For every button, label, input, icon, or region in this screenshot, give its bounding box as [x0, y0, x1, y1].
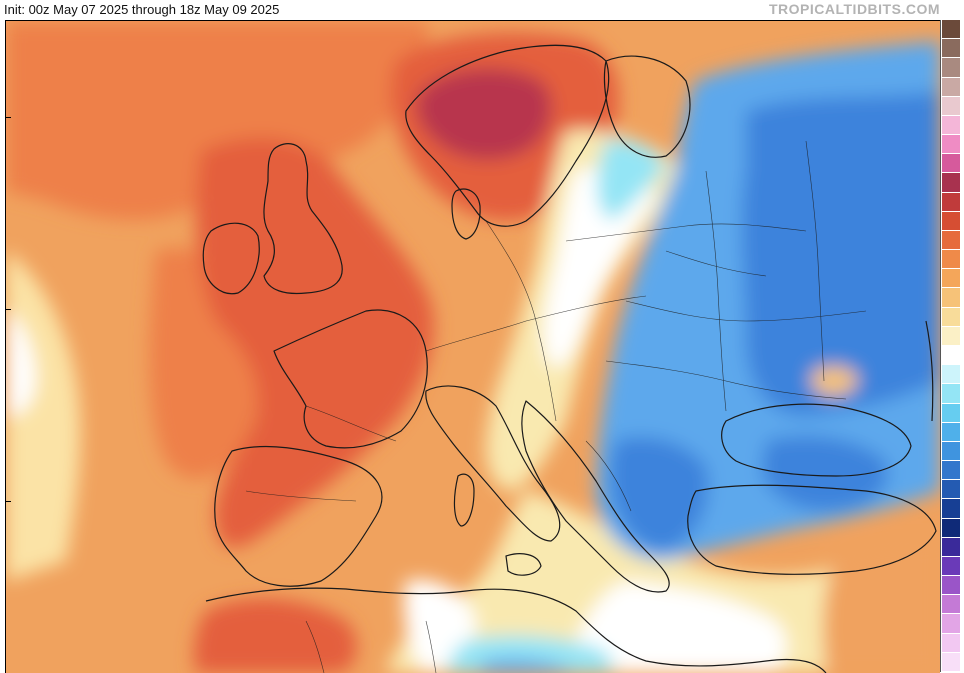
color-scale-swatch: [942, 135, 960, 155]
color-scale-swatch: [942, 633, 960, 653]
border-line: [705, 170, 727, 412]
border-line: [305, 620, 325, 673]
cyan-fringe: [596, 139, 666, 221]
color-scale-swatch: [942, 422, 960, 442]
turkey-coast: [687, 484, 937, 575]
white-west-atlantic: [6, 311, 36, 416]
caspian-coast: [925, 320, 934, 422]
color-scale-swatch: [942, 230, 960, 251]
color-scale-swatch: [942, 384, 960, 404]
color-scale-swatch: [942, 20, 960, 40]
color-scale-swatch: [942, 269, 960, 289]
ireland-coast: [202, 222, 260, 295]
balkans-coast: [521, 400, 670, 593]
border-line: [565, 223, 807, 242]
border-line: [425, 620, 437, 673]
cold-black-sea-east: [761, 436, 888, 511]
color-scale-swatch: [942, 556, 960, 577]
color-scale-swatch: [942, 115, 960, 136]
color-scale-swatch: [942, 480, 960, 500]
color-scale-swatch: [942, 461, 960, 481]
warm-uk-france-iberia: [196, 137, 435, 548]
warm-crimea: [811, 366, 858, 397]
brand-logo-text: TROPICALTIDBITS.COM: [768, 1, 940, 17]
color-scale-swatch: [942, 77, 960, 97]
hot-scandinavia: [416, 68, 552, 160]
color-scale-swatch: [942, 192, 960, 212]
black-sea-coast: [721, 403, 912, 477]
scandinavia-coast: [405, 44, 610, 227]
color-scale-bar: [940, 20, 964, 672]
finland-coast: [603, 55, 691, 158]
warm-east-med: [823, 541, 940, 673]
temperature-anomaly-map: [6, 21, 940, 673]
warm-north-africa: [194, 598, 357, 673]
border-line: [625, 300, 867, 322]
color-scale-swatch: [942, 595, 960, 615]
init-time-label: Init: 00z May 07 2025 through 18z May 09…: [4, 2, 280, 17]
color-scale-swatch: [942, 58, 960, 78]
color-scale-swatch: [942, 365, 960, 385]
color-scale-swatch: [942, 518, 960, 538]
color-scale-swatch: [942, 346, 960, 366]
sicily-coast: [505, 553, 542, 576]
anomaly-shading: [6, 21, 940, 673]
great-britain-coast: [263, 143, 343, 295]
color-scale-swatch: [942, 211, 960, 231]
latitude-tick: [6, 117, 11, 118]
border-line: [665, 250, 767, 277]
white-central-europe: [543, 167, 656, 367]
map-area: [5, 20, 940, 673]
coastlines: [202, 44, 937, 673]
border-line: [485, 220, 557, 422]
color-scale-swatch: [942, 614, 960, 634]
border-line: [585, 440, 632, 512]
color-scale-swatch: [942, 154, 960, 174]
italy-coast: [425, 385, 561, 542]
cold-balkans: [610, 437, 709, 551]
sardinia-coast: [453, 473, 475, 527]
color-scale-swatch: [942, 96, 960, 116]
color-scale-swatch: [942, 250, 960, 270]
blue-south: [476, 658, 576, 673]
latitude-tick: [6, 309, 11, 310]
latitude-tick: [6, 501, 11, 502]
border-line: [305, 405, 397, 442]
border-line: [605, 360, 847, 400]
color-scale-swatch: [942, 288, 960, 308]
iberia-coast: [214, 445, 383, 587]
cold-russia-ukraine: [741, 91, 940, 416]
color-scale-swatch: [942, 652, 960, 672]
color-scale-swatch: [942, 403, 960, 423]
color-scale-swatch: [942, 326, 960, 346]
border-line: [805, 140, 825, 382]
denmark-coast: [451, 188, 481, 240]
color-scale-swatch: [942, 537, 960, 557]
north-africa-coast: [205, 587, 827, 673]
color-scale-swatch: [942, 307, 960, 327]
color-scale-swatch: [942, 499, 960, 519]
internal-borders: [245, 140, 867, 673]
border-line: [425, 295, 647, 352]
color-scale-swatch: [942, 173, 960, 193]
warm-atlantic-north: [6, 21, 428, 220]
color-scale-swatch: [942, 576, 960, 596]
border-line: [245, 490, 357, 502]
title-bar: Init: 00z May 07 2025 through 18z May 09…: [0, 0, 964, 20]
color-scale-swatch: [942, 39, 960, 59]
color-scale-swatch: [942, 441, 960, 462]
